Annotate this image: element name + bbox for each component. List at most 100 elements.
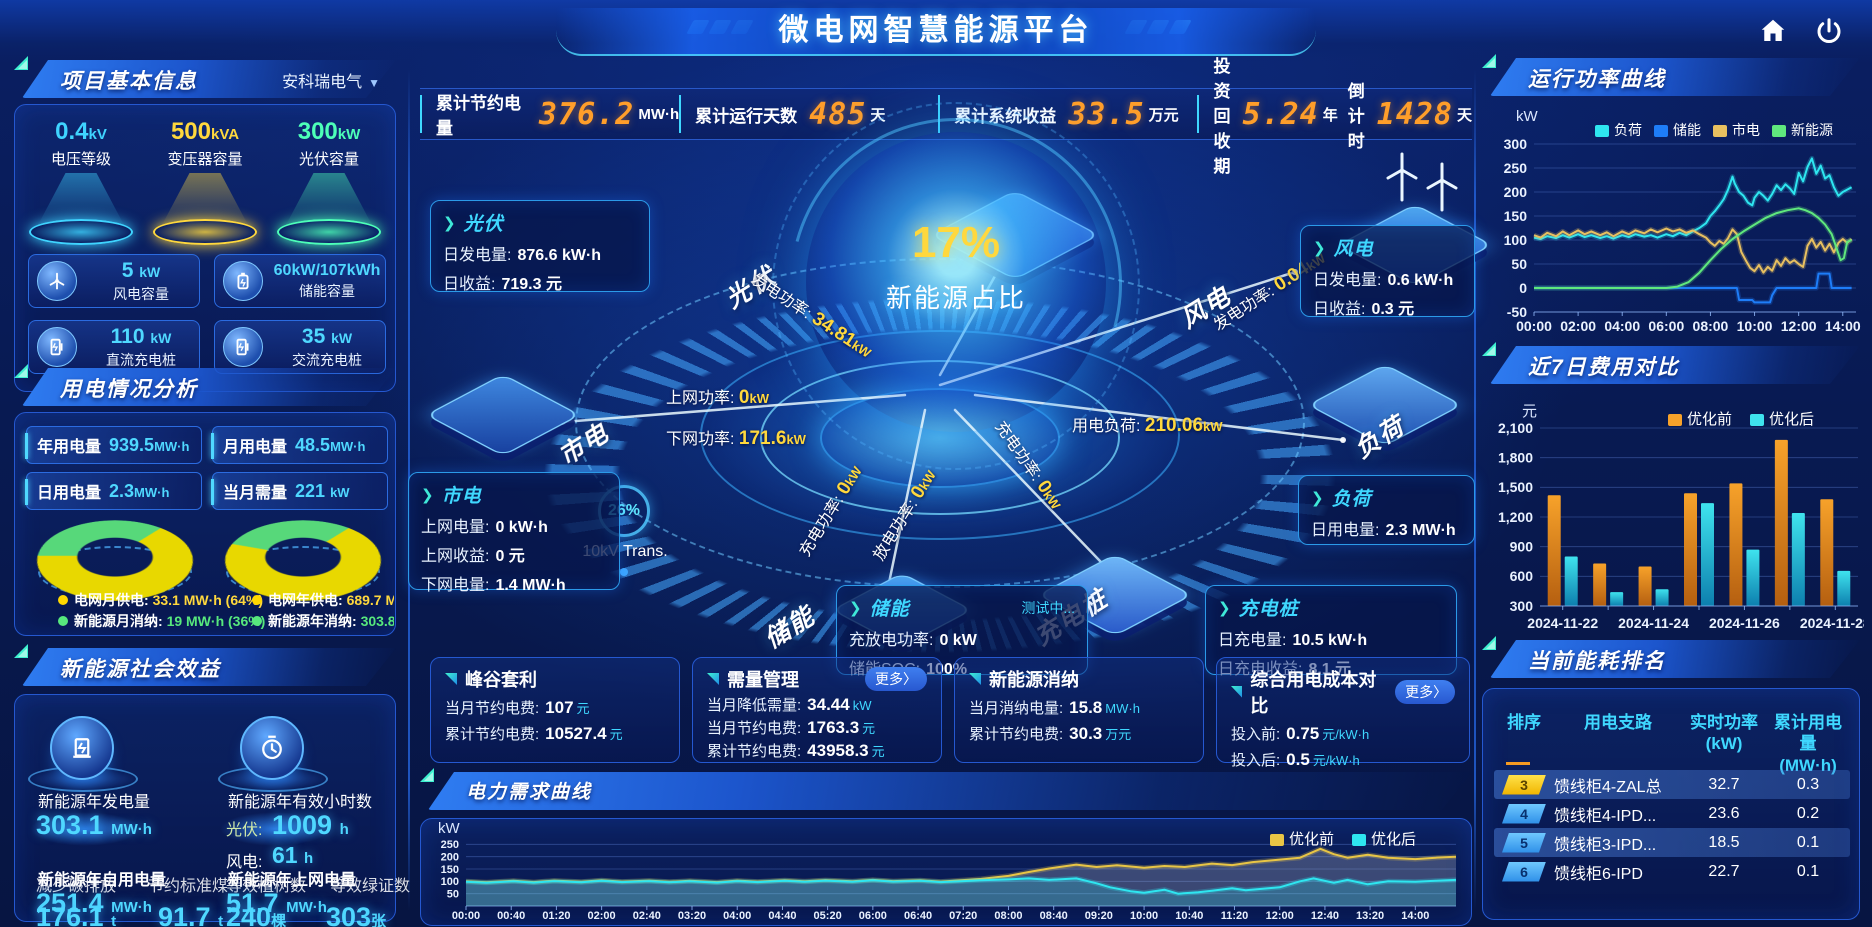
flow-feed-in-power: 上网功率: 0kW [666,387,769,408]
svg-text:14:00: 14:00 [1825,318,1861,334]
wind-info-card: ❯ 风电 日发电量: 0.6 kW·h 日收益: 0.3 元 [1300,225,1475,318]
legend-grid-month: 电网月供电: 33.1 MW·h (64%) [58,590,263,610]
panel-header-cost-compare: 近7日费用对比 [1482,342,1860,386]
rank-badge: 6 [1502,861,1546,882]
right-divider [1474,70,1476,910]
benefit-carbon-value: 176.1 t [36,902,117,927]
svg-text:100: 100 [1504,232,1528,248]
testing-badge: 测试中... [1021,599,1075,616]
benefit-coal-value: 91.7 t [158,902,224,927]
svg-text:12:00: 12:00 [1266,910,1294,922]
legend-grid-year: 电网年供电: 689.7 MW·h (69%) [252,590,394,610]
svg-text:50: 50 [447,889,459,901]
panel-header-ranking: 当前能耗排名 [1482,636,1860,680]
benefit-trees-label: 等效植树数 [226,878,307,895]
table-row[interactable]: 5 馈线柜3-IPD... 18.5 0.1 [1494,828,1850,857]
svg-text:05:20: 05:20 [814,910,842,922]
benefit-certs-value: 303张 [326,902,387,927]
svg-text:04:00: 04:00 [723,910,751,922]
benefit-gen-value: 303.1 MW·h [36,810,152,840]
ranking-title: 当前能耗排名 [1528,650,1666,673]
panel-corner-icon [420,768,442,788]
monthly-usage-stat: 月用电量 48.5MW·h [211,426,388,464]
ac-charger-icon [223,327,263,367]
project-info-title: 项目基本信息 [60,70,198,93]
svg-text:00:40: 00:40 [497,910,525,922]
table-row[interactable]: 4 馈线柜4-IPD... 23.6 0.2 [1494,799,1850,828]
svg-text:1,500: 1,500 [1498,479,1533,495]
svg-text:04:00: 04:00 [1604,318,1640,334]
svg-text:08:00: 08:00 [994,910,1022,922]
usage-analysis-title: 用电情况分析 [60,378,198,401]
svg-text:13:20: 13:20 [1356,910,1384,922]
power-icon[interactable] [1814,16,1844,46]
svg-text:2024-11-22: 2024-11-22 [1527,615,1598,631]
wind-capacity-card: 5 kW 风电容量 [28,254,200,308]
svg-text:100: 100 [441,876,459,888]
ranking-rows: 3 馈线柜4-ZAL总 32.7 0.3 4 馈线柜4-IPD... 23.6 … [1494,770,1850,882]
social-benefit-title: 新能源社会效益 [60,658,221,681]
pv-info-card: ❯ 光伏 日发电量: 876.6 kW·h 日收益: 719.3 元 [430,200,650,293]
chevron-right-icon: ❯ [849,599,862,617]
renewable-share-label: 新能源占比 [885,283,1026,313]
svg-text:14:00: 14:00 [1401,910,1429,922]
panel-header-usage-analysis: 用电情况分析 [14,364,396,408]
benefit-certs-label: 等效绿证数 [330,878,411,895]
more-button[interactable]: 更多〉 [865,667,927,691]
rank-badge: 5 [1502,832,1546,853]
svg-text:300: 300 [1510,598,1534,614]
legend-item-grid[interactable]: 市电 [1713,120,1760,140]
svg-text:1,200: 1,200 [1498,509,1533,525]
svg-text:02:00: 02:00 [1560,318,1596,334]
wind-turbine-icon [37,261,77,301]
svg-text:08:00: 08:00 [1693,318,1729,334]
legend-item-load[interactable]: 负荷 [1595,120,1642,140]
legend-item-after[interactable]: 优化后 [1750,408,1814,429]
benefit-wind-hours-label: 风电: [226,854,263,871]
cost-y-unit: 元 [1522,403,1538,420]
flow-load-power: 用电负荷: 210.06kW [1072,415,1223,436]
svg-text:900: 900 [1510,539,1534,555]
demand-curve-panel [420,818,1472,926]
power-curve-title: 运行功率曲线 [1528,68,1666,91]
panel-corner-icon [14,56,36,76]
chevron-right-icon: ❯ [1313,239,1326,257]
ac-charger-card: 35 kW 交流充电桩 [214,320,386,374]
svg-text:12:40: 12:40 [1311,910,1339,922]
table-row[interactable]: 3 馈线柜4-ZAL总 32.7 0.3 [1494,770,1850,799]
power-curve-chart: -50 0 50 100 150 200 250 300 00:00 02:00 04:00 06:0… [1488,134,1864,334]
rank-badge: 3 [1502,774,1546,795]
legend-item-storage[interactable]: 储能 [1654,120,1701,140]
annual-usage-stat: 年用电量 939.5MW·h [25,426,202,464]
monthly-demand-stat: 当月需量 221 kW [211,472,388,510]
table-row[interactable]: 6 馈线柜6-IPD 22.7 0.1 [1494,857,1850,882]
social-benefit-panel [14,694,396,922]
chevron-right-icon: ❯ [443,214,456,232]
panel-header-power-curve: 运行功率曲线 [1482,54,1860,98]
svg-text:03:20: 03:20 [678,910,706,922]
chevron-right-icon: ❯ [421,486,434,504]
company-dropdown[interactable]: 安科瑞电气 ▼ [282,74,380,91]
voltage-level-stat: 0.4kV 电压等级 [22,118,140,245]
annual-energy-donut [215,492,391,602]
benefit-pv-hours-label: 光伏: [226,822,263,839]
legend-item-after[interactable]: 优化后 [1352,828,1416,849]
panel-corner-icon [1482,54,1504,74]
sort-indicator [1506,762,1530,765]
legend-item-renewable[interactable]: 新能源 [1772,120,1833,140]
legend-item-before[interactable]: 优化前 [1270,828,1334,849]
svg-text:-50: -50 [1507,304,1527,320]
legend-item-before[interactable]: 优化前 [1668,408,1732,429]
more-button[interactable]: 更多〉 [1395,680,1455,704]
cost-compare-title: 近7日费用对比 [1528,356,1680,379]
svg-text:200: 200 [441,852,459,864]
svg-text:12:00: 12:00 [1781,318,1817,334]
svg-text:00:00: 00:00 [1516,318,1552,334]
benefit-selfuse-value: 251.4 MW·h [36,888,152,918]
svg-text:07:20: 07:20 [949,910,977,922]
home-icon[interactable] [1758,16,1788,46]
benefit-feedin-label: 新能源年上网电量 [228,872,357,889]
svg-text:600: 600 [1510,568,1534,584]
renewable-share-percent: 17% [911,218,1001,267]
